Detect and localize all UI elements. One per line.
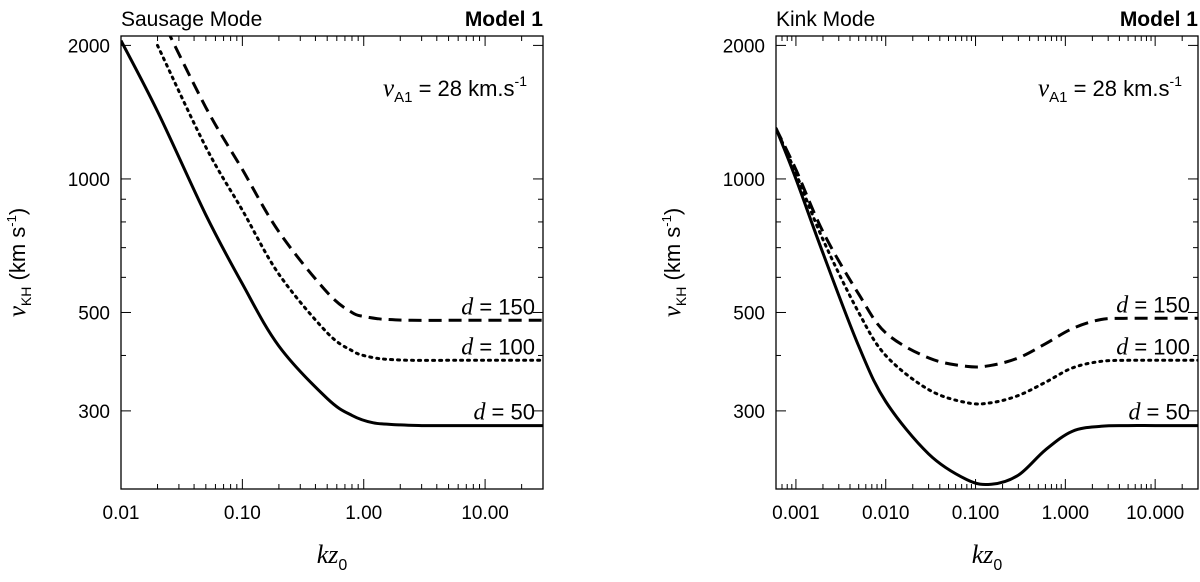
sausage-series-label-value: 150: [498, 294, 535, 319]
sausage-series-label-d50: d = 50: [473, 400, 535, 426]
sausage-x-label-main: kz: [317, 540, 339, 569]
kink-x-tick-label: 10.000: [1126, 503, 1184, 524]
kink-x-tick-label: 0.010: [862, 503, 910, 524]
kink-series-label-d100: d = 100: [1116, 334, 1190, 360]
sausage-annotation-suffix: = 28 km.s: [412, 76, 514, 101]
sausage-y-label-unit: (km s: [5, 227, 30, 287]
kink-y-label-main: v: [659, 305, 686, 317]
sausage-x-tick-label: 10.00: [461, 503, 509, 524]
kink-y-tick-label: 2000: [723, 36, 765, 57]
sausage-annotation-sup: -1: [515, 73, 528, 89]
sausage-series-d50: [121, 39, 543, 428]
kink-y-tick-label: 300: [733, 402, 765, 423]
sausage-x-label-sub: 0: [338, 557, 347, 574]
kink-series-label-d50: d = 50: [1128, 400, 1190, 426]
kink-series-label-value: 50: [1166, 400, 1190, 425]
kink-x-tick-label: 0.001: [772, 503, 820, 524]
sausage-series-label-value: 100: [498, 334, 535, 359]
kink-y-label-sub: KH: [673, 287, 689, 306]
sausage-x-tick-label: 0.01: [103, 503, 140, 524]
sausage-series-label-d150: d = 150: [461, 294, 535, 320]
sausage-y-tick-label: 500: [78, 303, 110, 324]
sausage-series-label-d100: d = 100: [461, 334, 535, 360]
sausage-series-d150: [168, 36, 543, 322]
kink-y-label-unit-end: ): [660, 208, 685, 215]
sausage-model-label: Model 1: [465, 8, 543, 31]
kink-series-d50: [776, 127, 1198, 487]
kink-series-d150: [776, 127, 1198, 369]
sausage-y-label-main: v: [4, 305, 31, 317]
kink-model-label: Model 1: [1120, 8, 1198, 31]
sausage-y-label-unit-sup: -1: [4, 215, 19, 227]
kink-series-label-d-symbol: d: [1128, 400, 1141, 426]
kink-x-label-main: kz: [972, 540, 994, 569]
sausage-curves: [121, 36, 543, 428]
sausage-plot-frame: [120, 35, 544, 490]
sausage-x-tick-label: 0.10: [224, 503, 261, 524]
sausage-series-label-eq: =: [473, 294, 498, 319]
kink-annotation-sup: -1: [1170, 73, 1183, 89]
sausage-x-axis-label: kz0: [317, 540, 348, 574]
kink-annotation-v: v: [1038, 75, 1050, 102]
kink-series-d100: [776, 126, 1198, 406]
kink-annotation-sub: A1: [1049, 89, 1067, 106]
kink-annotation-suffix: = 28 km.s: [1067, 76, 1169, 101]
kink-x-axis-label: kz0: [972, 540, 1003, 574]
sausage-series-label-eq: =: [473, 334, 498, 359]
kink-series-label-eq: =: [1128, 334, 1153, 359]
kink-mode-panel: 0.001 0.010 0.100 1.000 10.00020001000500300…: [659, 8, 1199, 574]
sausage-y-label-unit-end: ): [5, 208, 30, 215]
kink-x-label-sub: 0: [993, 557, 1002, 574]
kink-y-tick-label: 1000: [723, 170, 765, 191]
kink-x-tick-label: 0.100: [952, 503, 1000, 524]
kink-plot-frame: [775, 35, 1199, 490]
sausage-annotation-sub: A1: [394, 89, 412, 106]
kink-series-label-d-symbol: d: [1116, 334, 1129, 360]
kink-chart-title: Kink Mode: [776, 8, 875, 31]
kink-series-label-eq: =: [1128, 292, 1153, 317]
sausage-va1-annotation: vA1 = 28 km.s-1: [383, 73, 527, 106]
kink-x-tick-label: 1.000: [1042, 503, 1090, 524]
sausage-annotation-v: v: [383, 75, 395, 102]
sausage-y-axis-label: vKH (km s-1): [4, 208, 34, 317]
kink-series-label-d-symbol: d: [1116, 292, 1129, 318]
sausage-series-label-d-symbol: d: [461, 294, 474, 320]
kink-curves: [776, 126, 1198, 487]
kink-y-tick-label: 500: [733, 303, 765, 324]
kink-series-label-eq: =: [1140, 400, 1165, 425]
sausage-series-label-eq: =: [485, 400, 510, 425]
kink-y-label-unit-sup: -1: [659, 215, 674, 227]
kink-series-label-value: 100: [1153, 334, 1190, 359]
kink-y-label-unit: (km s: [660, 227, 685, 287]
kink-series-label-d150: d = 150: [1116, 292, 1190, 318]
sausage-series-d100: [156, 43, 543, 362]
kink-series-label-value: 150: [1153, 292, 1190, 317]
sausage-minor-ticks: [120, 36, 544, 490]
kink-y-axis-label: vKH (km s-1): [659, 208, 689, 317]
sausage-y-tick-label: 300: [78, 402, 110, 423]
sausage-y-tick-label: 2000: [68, 36, 110, 57]
sausage-y-label-sub: KH: [18, 287, 34, 306]
kink-va1-annotation: vA1 = 28 km.s-1: [1038, 73, 1182, 106]
sausage-y-tick-label: 1000: [68, 170, 110, 191]
sausage-chart-title: Sausage Mode: [121, 8, 262, 31]
sausage-x-tick-label: 1.00: [345, 503, 382, 524]
sausage-series-label-value: 50: [511, 400, 535, 425]
sausage-series-label-d-symbol: d: [461, 334, 474, 360]
sausage-series-label-d-symbol: d: [473, 400, 486, 426]
